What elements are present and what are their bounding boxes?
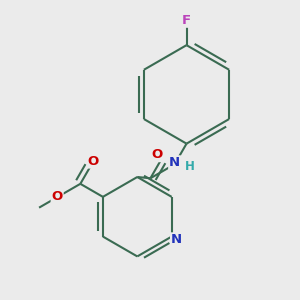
Text: O: O: [52, 190, 63, 203]
Text: H: H: [185, 160, 195, 173]
Text: F: F: [182, 14, 191, 27]
Text: O: O: [88, 155, 99, 168]
Text: N: N: [169, 156, 180, 169]
Text: N: N: [171, 233, 182, 246]
Text: O: O: [152, 148, 163, 161]
